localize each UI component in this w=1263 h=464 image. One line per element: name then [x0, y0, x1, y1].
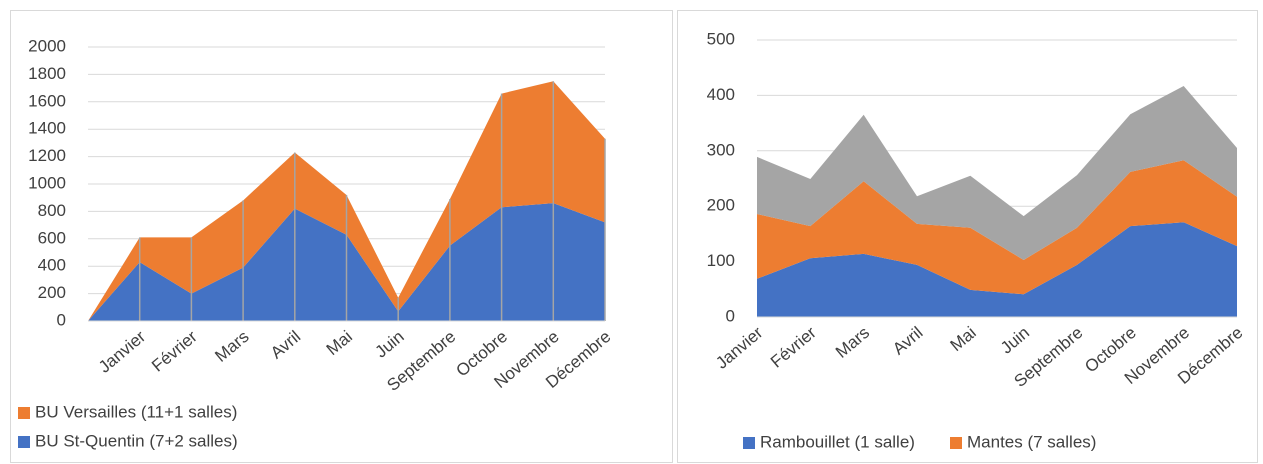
y-tick-label: 0	[726, 306, 735, 325]
legend-label: BU Versailles (11+1 salles)	[35, 402, 237, 421]
y-tick-label: 600	[38, 228, 66, 247]
y-tick-label: 1600	[28, 91, 66, 110]
y-tick-label: 200	[38, 283, 66, 302]
y-tick-label: 1400	[28, 119, 66, 138]
y-tick-label: 100	[707, 251, 735, 270]
legend-swatch	[950, 437, 962, 449]
area	[757, 85, 1237, 260]
y-tick-label: 2000	[28, 36, 66, 55]
y-tick-label: 500	[707, 29, 735, 48]
y-tick-label: 800	[38, 201, 66, 220]
y-tick-label: 400	[38, 256, 66, 275]
y-tick-label: 300	[707, 140, 735, 159]
y-tick-label: 400	[707, 85, 735, 104]
legend-label: BU St-Quentin (7+2 salles)	[35, 431, 238, 450]
y-tick-label: 1200	[28, 146, 66, 165]
legend-label: Rambouillet (1 salle)	[760, 432, 915, 451]
legend-swatch	[18, 436, 30, 448]
y-tick-label: 1000	[28, 173, 66, 192]
y-tick-label: 0	[57, 310, 66, 329]
legend-label: Mantes (7 salles)	[967, 432, 1096, 451]
area	[757, 222, 1237, 317]
legend-swatch	[743, 437, 755, 449]
area	[757, 160, 1237, 295]
y-tick-label: 1800	[28, 64, 66, 83]
y-tick-label: 200	[707, 196, 735, 215]
legend-swatch	[18, 407, 30, 419]
